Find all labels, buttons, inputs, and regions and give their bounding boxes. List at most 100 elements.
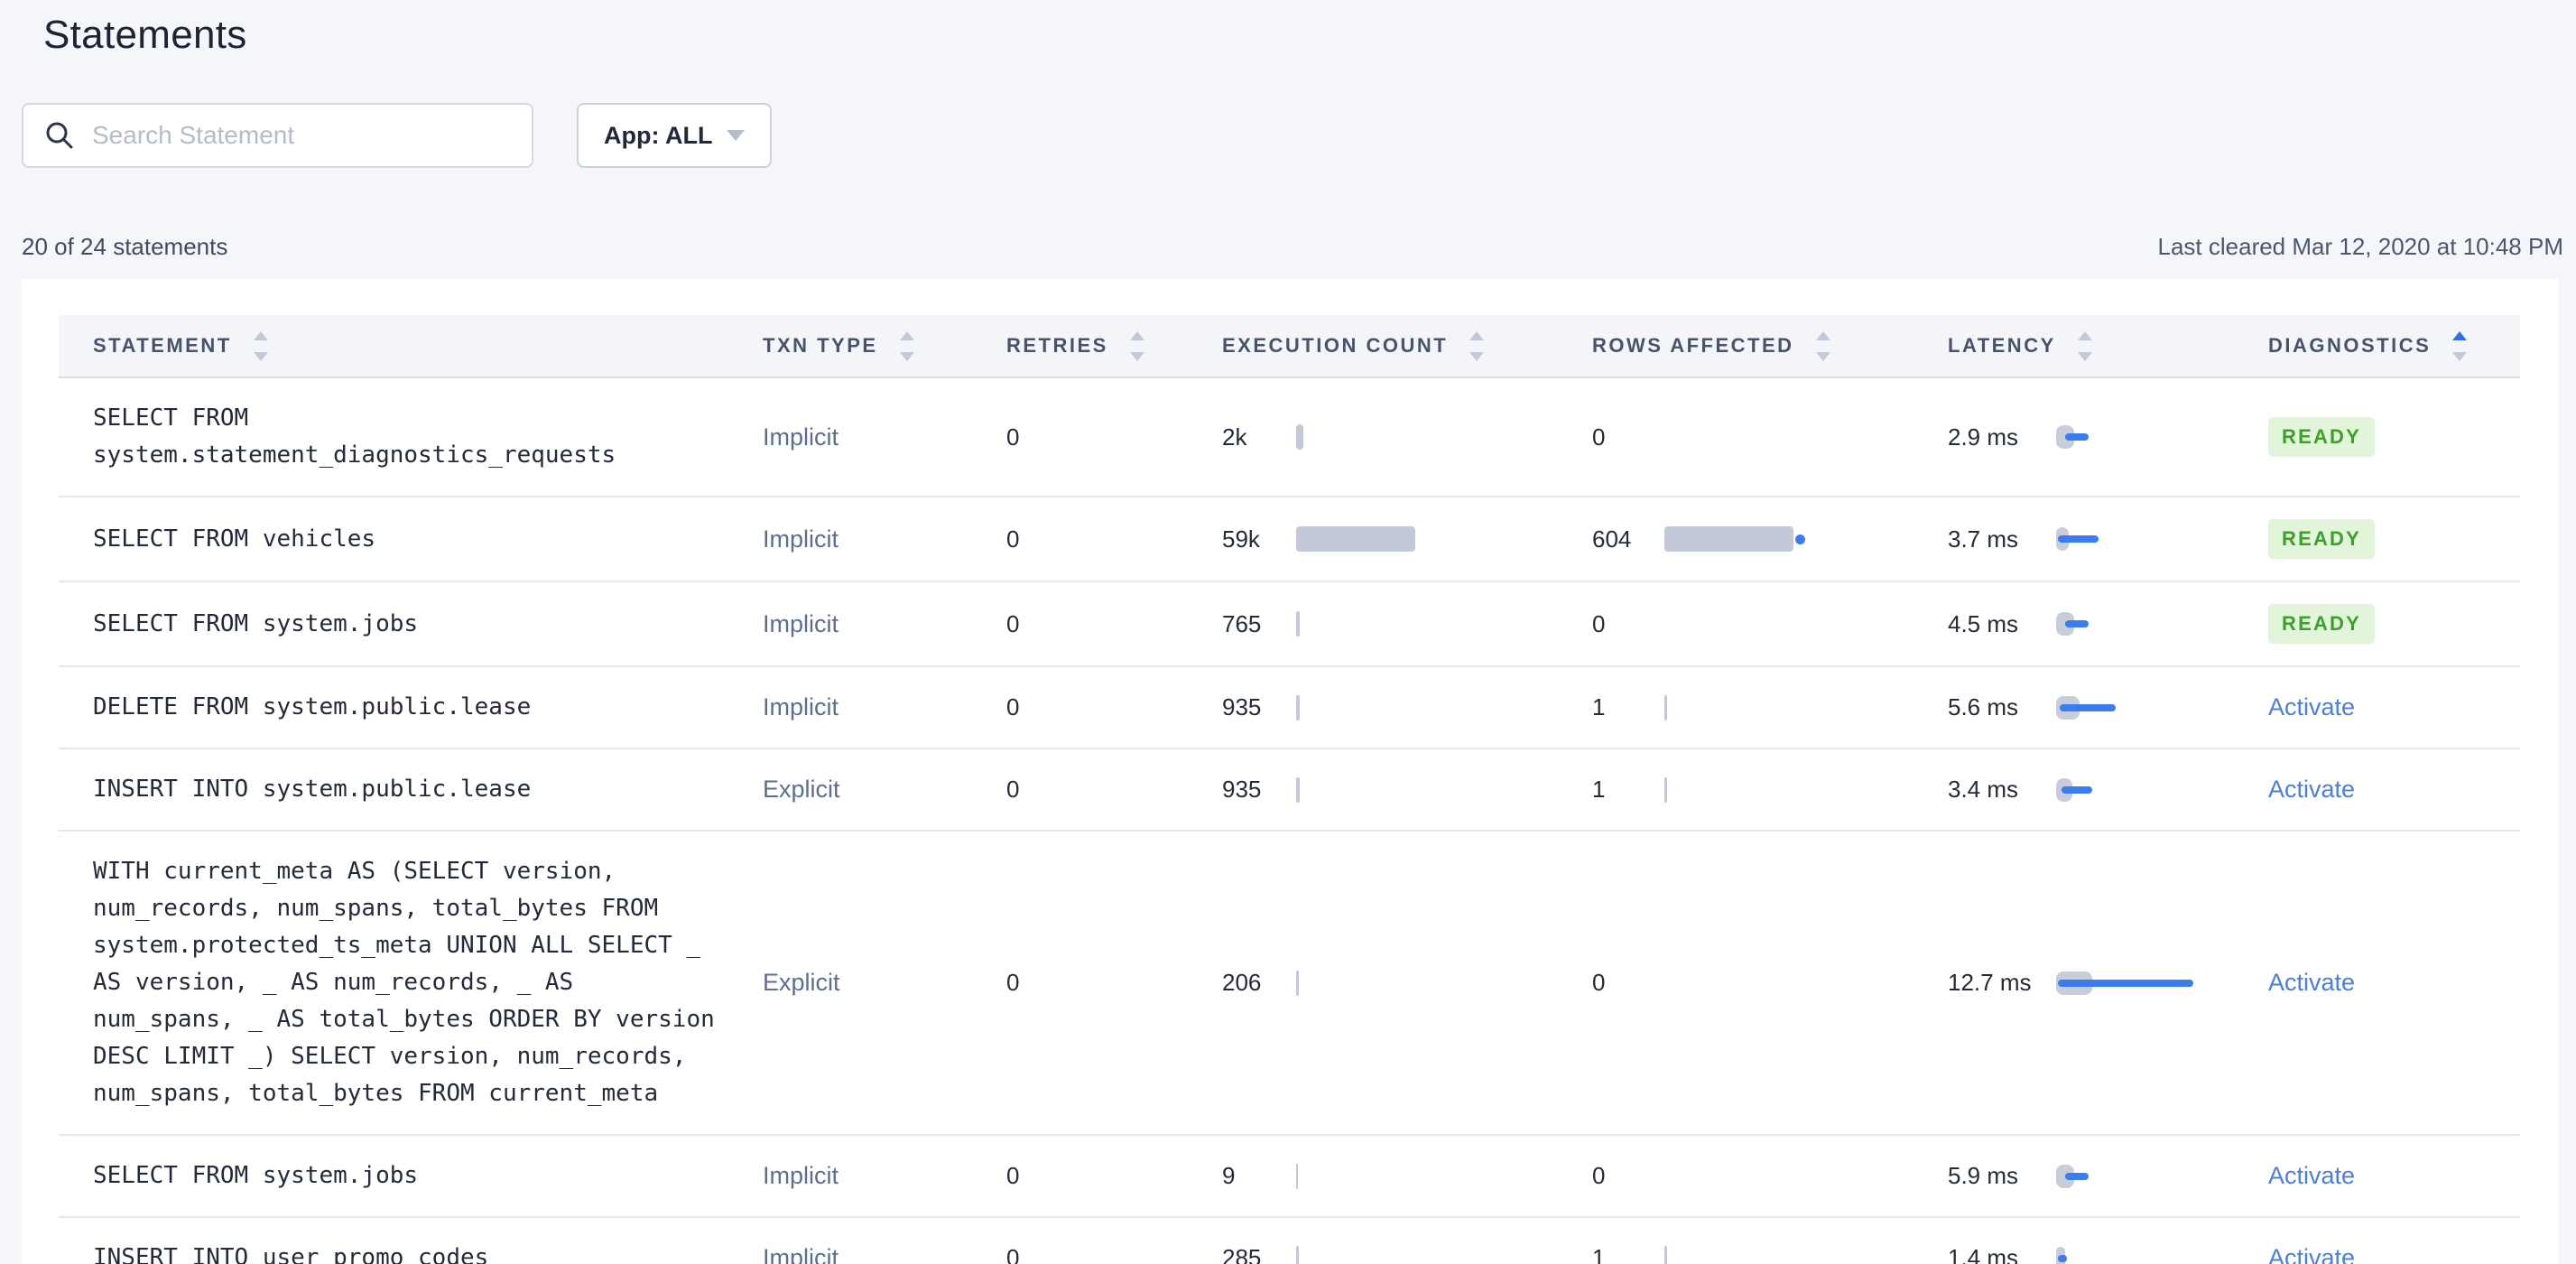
latency-mean-bar: [2060, 703, 2116, 711]
diagnostics-activate-link[interactable]: Activate: [2268, 1244, 2356, 1264]
app-filter-label: App: ALL: [604, 121, 713, 149]
txn-type-cell: Implicit: [763, 1217, 1006, 1264]
latency-mean-bar: [2058, 535, 2099, 543]
last-cleared-timestamp: Last cleared Mar 12, 2020 at 10:48 PM: [2157, 233, 2564, 260]
execution-count-value: 2k: [1222, 423, 1247, 451]
sort-arrows[interactable]: [1469, 330, 1485, 361]
table-stats-row: 20 of 24 statements Last cleared Mar 12,…: [22, 233, 2563, 261]
latency-mean-bar: [2062, 785, 2092, 794]
execution-count-bar: [1296, 424, 1303, 450]
sort-arrows[interactable]: [1129, 330, 1144, 361]
sort-arrows[interactable]: [899, 330, 914, 361]
retries-cell: 0: [1006, 1217, 1222, 1264]
rows-affected-cell: 1: [1592, 1217, 1948, 1264]
diagnostics-ready-badge: READY: [2268, 519, 2376, 559]
diagnostics-activate-link[interactable]: Activate: [2268, 1162, 2356, 1189]
execution-count-cell: 206: [1222, 831, 1592, 1136]
latency-value: 4.5 ms: [1948, 609, 2019, 637]
latency-value: 12.7 ms: [1948, 969, 2032, 996]
latency-cell: 3.7 ms: [1948, 497, 2268, 582]
retries-value: 0: [1006, 423, 1020, 451]
diagnostics-activate-link[interactable]: Activate: [2268, 776, 2356, 803]
rows-affected-cell: 0: [1592, 377, 1948, 497]
retries-value: 0: [1006, 525, 1020, 553]
latency-mean-bar: [2058, 979, 2193, 987]
statement-text[interactable]: SELECT FROM system.jobs: [93, 609, 419, 637]
execution-count-cell: 285: [1222, 1217, 1592, 1264]
diagnostics-cell: Activate: [2268, 1217, 2520, 1264]
latency-mean-bar: [2065, 1172, 2089, 1180]
sort-arrows[interactable]: [2077, 330, 2092, 361]
statement-text[interactable]: SELECT FROM vehicles: [93, 525, 376, 553]
table-row: SELECT FROM system.jobs Implicit 0 9 0 5.9 ms…: [59, 1135, 2520, 1218]
sort-arrows[interactable]: [253, 330, 268, 361]
execution-count-value: 9: [1222, 1162, 1236, 1189]
execution-count-bar: [1296, 776, 1300, 803]
latency-value: 3.7 ms: [1948, 525, 2019, 553]
statement-text[interactable]: SELECT FROM system.statement_diagnostics…: [93, 404, 616, 469]
sort-arrows[interactable]: [1815, 330, 1830, 361]
sort-arrows[interactable]: [2452, 330, 2468, 361]
statement-text[interactable]: WITH current_meta AS (SELECT version, nu…: [93, 858, 715, 1107]
rows-affected-cell: 0: [1592, 581, 1948, 667]
statement-cell: INSERT INTO system.public.lease: [59, 748, 763, 832]
table-row: WITH current_meta AS (SELECT version, nu…: [59, 831, 2520, 1136]
statement-text[interactable]: DELETE FROM system.public.lease: [93, 693, 532, 720]
txn-type-cell: Explicit: [763, 831, 1006, 1136]
txn-type-value: Explicit: [763, 969, 840, 996]
diagnostics-cell: Activate: [2268, 831, 2520, 1136]
chevron-down-icon: [727, 130, 746, 141]
sort-asc-icon: [2452, 330, 2468, 340]
latency-cell: 5.9 ms: [1948, 1135, 2268, 1218]
rows-affected-cell: 0: [1592, 831, 1948, 1136]
diagnostics-cell: Activate: [2268, 748, 2520, 832]
latency-cell: 1.4 ms: [1948, 1217, 2268, 1264]
retries-value: 0: [1006, 969, 1020, 996]
sort-asc-icon: [253, 330, 268, 340]
statement-text[interactable]: SELECT FROM system.jobs: [93, 1162, 419, 1189]
execution-count-bar: [1296, 526, 1415, 552]
diagnostics-cell: READY: [2268, 377, 2520, 497]
column-header-rows_affected[interactable]: ROWS AFFECTED: [1592, 315, 1948, 378]
diagnostics-activate-link[interactable]: Activate: [2268, 693, 2356, 720]
app-filter-dropdown[interactable]: App: ALL: [577, 103, 773, 168]
retries-value: 0: [1006, 1162, 1020, 1189]
rows-affected-cell: 1: [1592, 748, 1948, 832]
statement-cell: SELECT FROM system.jobs: [59, 1135, 763, 1218]
execution-count-bar: [1296, 1245, 1299, 1264]
table-row: SELECT FROM system.statement_diagnostics…: [59, 377, 2520, 497]
txn-type-value: Explicit: [763, 776, 840, 803]
execution-count-cell: 935: [1222, 666, 1592, 749]
retries-cell: 0: [1006, 497, 1222, 582]
column-header-execution_count[interactable]: EXECUTION COUNT: [1222, 315, 1592, 378]
latency-mean-bar: [2065, 433, 2089, 441]
table-row: INSERT INTO user_promo_codes Implicit 0 285…: [59, 1217, 2520, 1264]
column-header-diagnostics[interactable]: DIAGNOSTICS: [2268, 315, 2520, 378]
statement-text[interactable]: INSERT INTO system.public.lease: [93, 776, 532, 803]
column-header-txn_type[interactable]: TXN TYPE: [763, 315, 1006, 378]
statement-text[interactable]: INSERT INTO user_promo_codes: [93, 1244, 489, 1264]
latency-value: 5.9 ms: [1948, 1162, 2019, 1189]
search-box[interactable]: [22, 103, 533, 168]
latency-bar-chart: [2056, 521, 2237, 557]
txn-type-cell: Implicit: [763, 666, 1006, 749]
sort-desc-icon: [1815, 351, 1830, 361]
sort-asc-icon: [1129, 330, 1144, 340]
execution-count-value: 206: [1222, 969, 1262, 996]
latency-value: 2.9 ms: [1948, 423, 2019, 451]
sort-asc-icon: [1469, 330, 1485, 340]
column-header-retries[interactable]: RETRIES: [1006, 315, 1222, 378]
statement-cell: SELECT FROM vehicles: [59, 497, 763, 582]
table-row: SELECT FROM vehicles Implicit 0 59k 604 3.7 m…: [59, 497, 2520, 582]
latency-bar-chart: [2056, 690, 2237, 726]
column-header-latency[interactable]: LATENCY: [1948, 315, 2268, 378]
retries-value: 0: [1006, 693, 1020, 720]
filter-controls: App: ALL: [22, 103, 2576, 168]
column-header-label: RETRIES: [1006, 334, 1108, 357]
execution-count-bar: [1296, 1163, 1298, 1189]
column-header-statement[interactable]: STATEMENT: [59, 315, 763, 378]
txn-type-cell: Implicit: [763, 581, 1006, 667]
diagnostics-activate-link[interactable]: Activate: [2268, 969, 2356, 996]
search-input[interactable]: [92, 105, 532, 166]
table-row: INSERT INTO system.public.lease Explicit 0…: [59, 748, 2520, 832]
